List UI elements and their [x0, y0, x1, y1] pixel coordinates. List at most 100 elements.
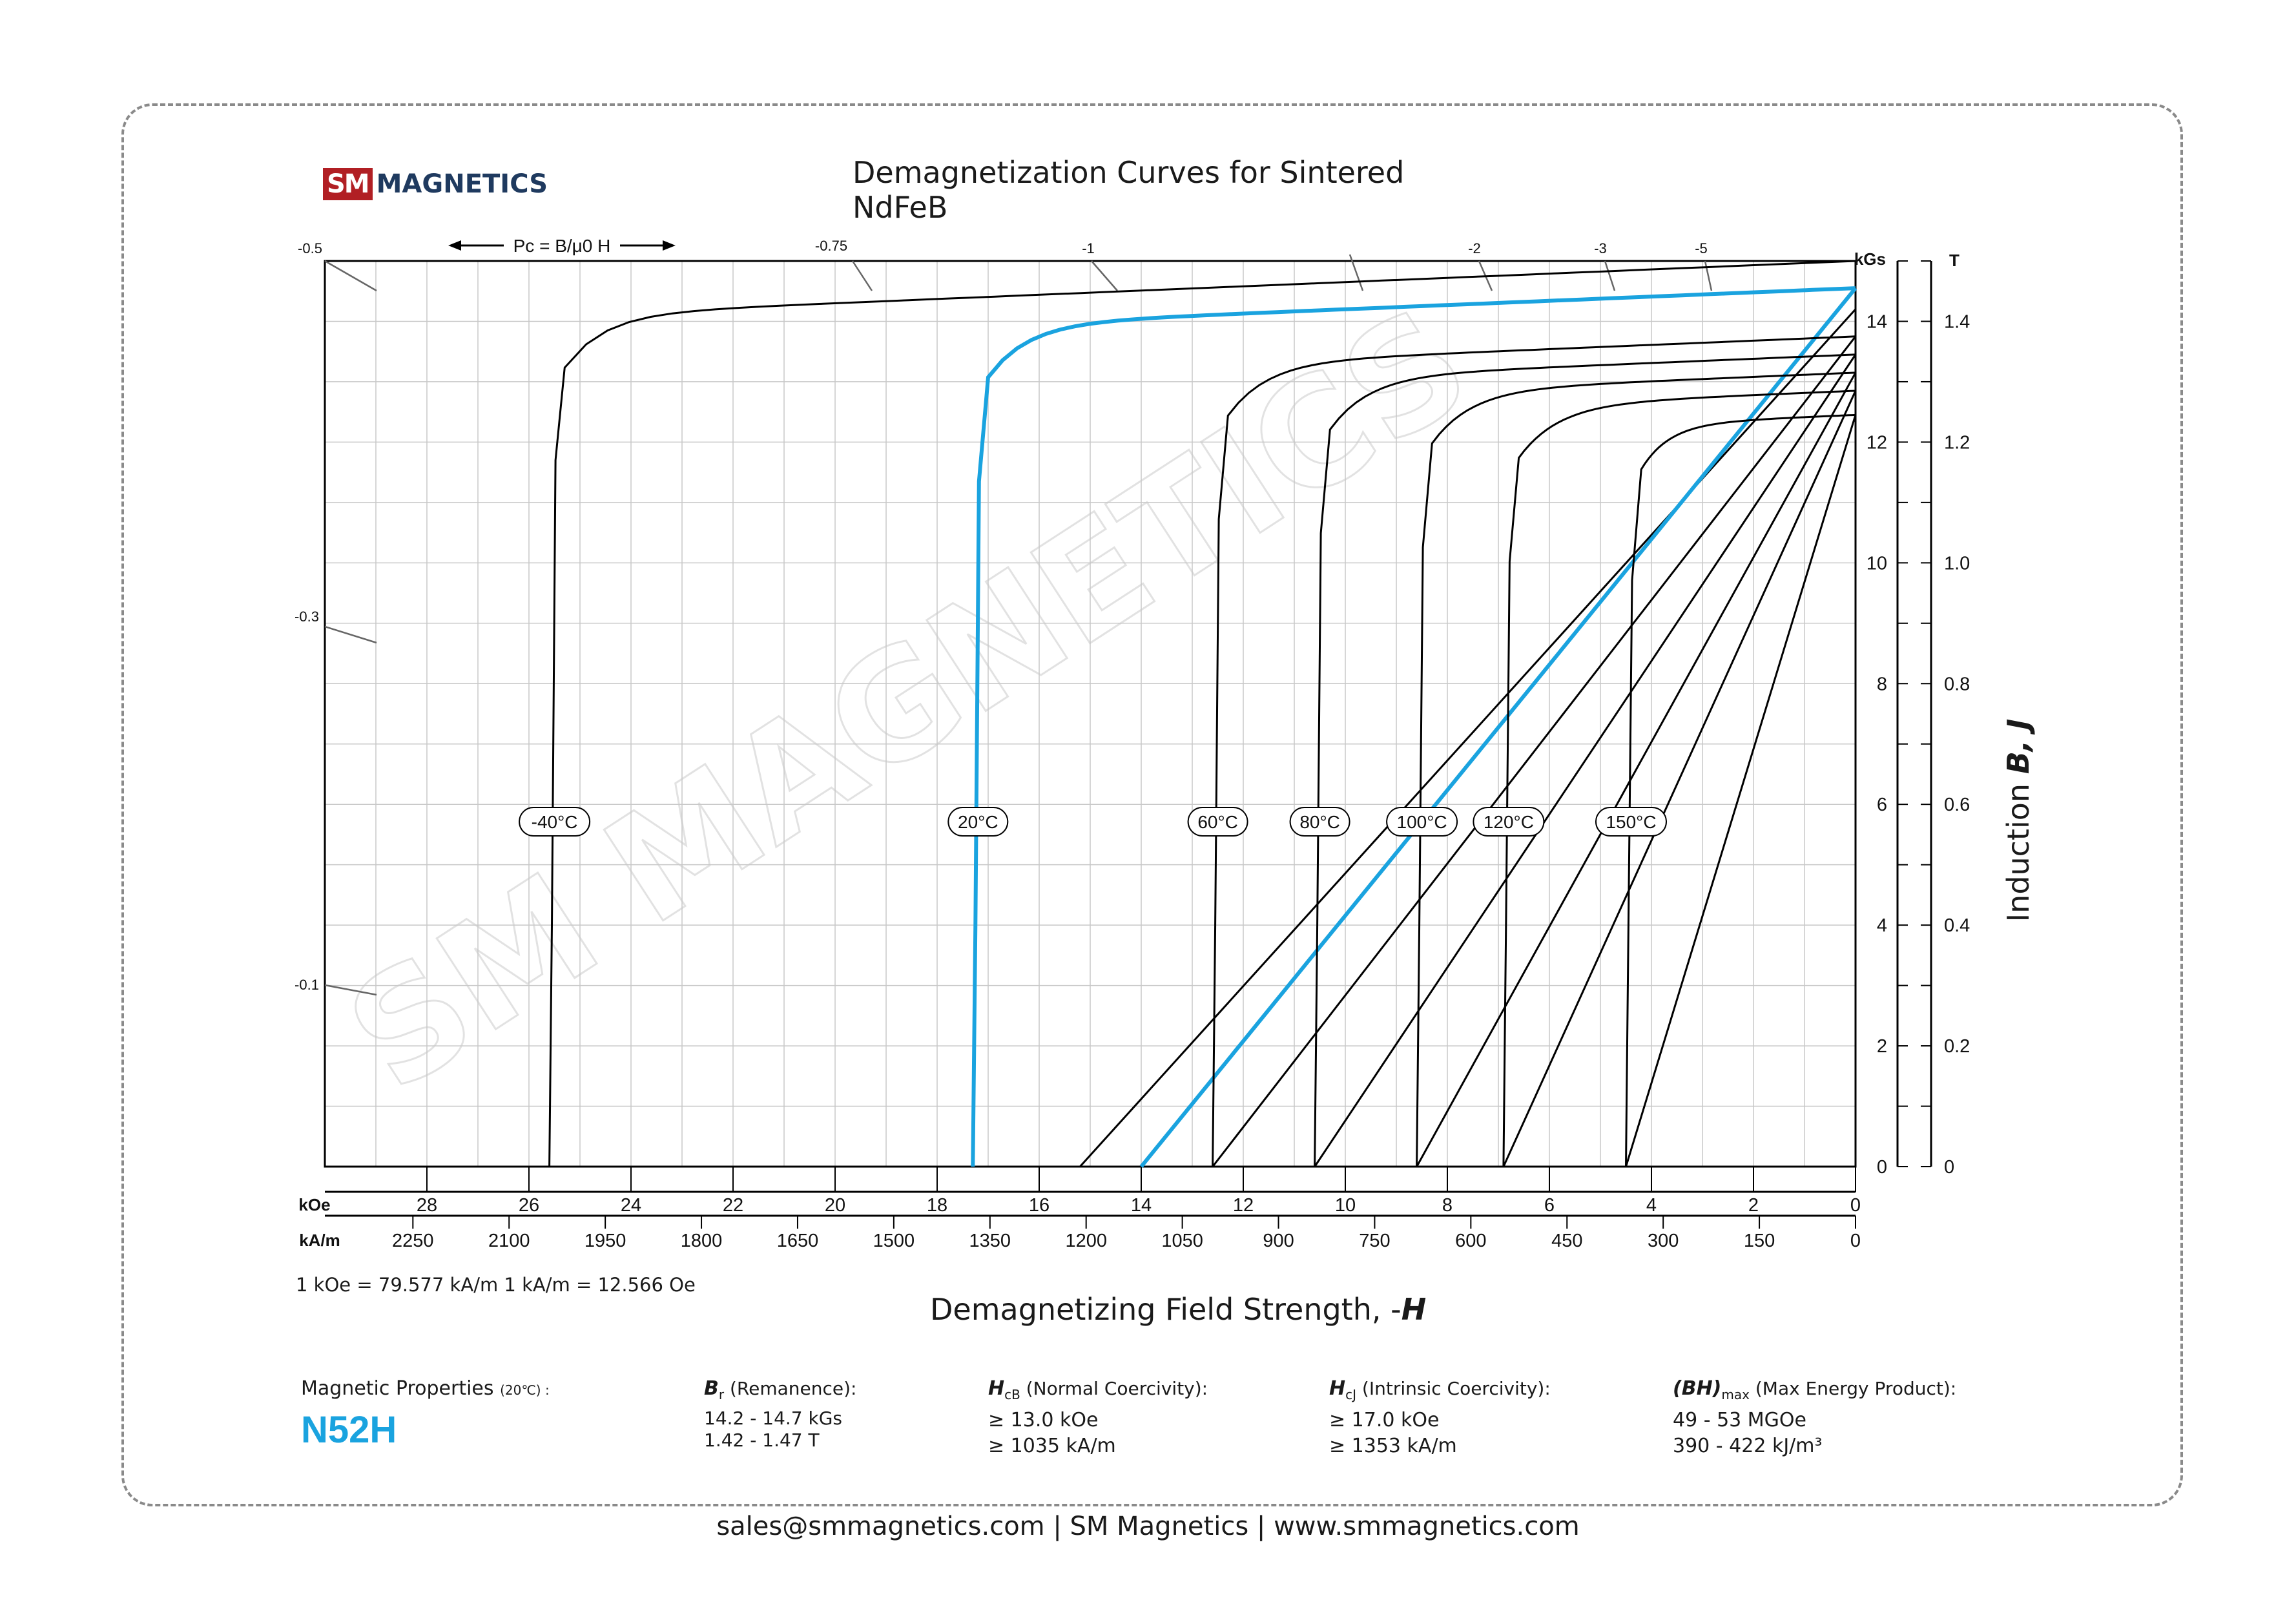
x-tick-label-kOe: 0 — [1850, 1195, 1861, 1216]
pc-arrowhead-left — [448, 240, 461, 251]
y-tick-label-t: 0 — [1944, 1157, 1954, 1178]
x-tick-label-kOe: 16 — [1029, 1195, 1050, 1216]
b-curve-line — [1079, 308, 1857, 1168]
y-tick-label-kgs: 6 — [1877, 795, 1887, 815]
prop-intrinsic-coercivity: HcJ (Intrinsic Coercivity): ≥ 17.0 kOe ≥… — [1329, 1377, 1551, 1457]
j-curve — [548, 260, 1856, 1167]
b-curve-line — [1314, 354, 1857, 1167]
y-tick-label-t: 0.8 — [1944, 674, 1970, 694]
x-tick-label-kam: 750 — [1359, 1231, 1390, 1251]
j-curve — [1314, 353, 1856, 1167]
y-tick-label-kgs: 4 — [1877, 915, 1887, 936]
properties-heading: Magnetic Properties (20℃) : — [301, 1377, 550, 1400]
temp-label-pill — [519, 807, 591, 837]
y-tick-label-t: 1.4 — [1944, 311, 1970, 332]
y-tick-label-kgs: 12 — [1867, 432, 1887, 453]
x-tick-label-kam: 1500 — [873, 1231, 915, 1251]
j-curve — [1416, 371, 1856, 1167]
temp-label: 60°C — [1197, 812, 1238, 832]
x-tick-label-kam: 1800 — [681, 1231, 723, 1251]
temp-label-pill — [1473, 807, 1545, 837]
prop-remanence: Br (Remanence): 14.2 - 14.7 kGs 1.42 - 1… — [704, 1377, 857, 1451]
logo-text: MAGNETICS — [376, 169, 548, 199]
logo-mark: SM — [323, 168, 373, 200]
temp-label-pill — [947, 807, 1009, 837]
b-curve-line — [1625, 414, 1857, 1167]
x-tick-label-kam: 600 — [1455, 1231, 1486, 1251]
j-curve — [971, 286, 1856, 1167]
x-tick-label-kOe: 26 — [519, 1195, 539, 1216]
company-logo: SM MAGNETICS — [323, 168, 548, 200]
x-tick-label-kam: 450 — [1551, 1231, 1582, 1251]
temp-label-pill — [1187, 807, 1248, 837]
footer-contact: sales@smmagnetics.com | SM Magnetics | w… — [716, 1512, 1580, 1541]
pc-line-label: -2 — [1468, 240, 1481, 256]
pc-line-label: -5 — [1695, 240, 1708, 256]
pc-line-label: -0.3 — [295, 609, 319, 625]
temp-label-pill — [1386, 807, 1458, 837]
temp-label: -40°C — [532, 812, 578, 832]
temp-label: 20°C — [958, 812, 998, 832]
x-tick-label-kam: 150 — [1744, 1231, 1775, 1251]
temp-label: 80°C — [1299, 812, 1340, 832]
y-axis-unit-kgs: kGs — [1854, 249, 1886, 269]
grade-label: N52H — [301, 1409, 397, 1451]
j-curve — [1502, 390, 1856, 1167]
y-tick-label-kgs: 14 — [1867, 311, 1887, 332]
x-tick-label-kOe: 18 — [927, 1195, 947, 1216]
b-curve-20c — [1139, 287, 1857, 1168]
x-tick-label-kam: 1650 — [777, 1231, 819, 1251]
j-curve — [1212, 335, 1856, 1167]
y-tick-label-t: 0.6 — [1944, 795, 1970, 815]
temp-label: 100°C — [1397, 812, 1447, 832]
pc-tick — [324, 984, 377, 996]
x-tick-label-kam: 1200 — [1065, 1231, 1107, 1251]
x-tick-label-kOe: 28 — [417, 1195, 437, 1216]
temp-label: 150°C — [1606, 812, 1656, 832]
plot-frame — [324, 260, 1857, 1168]
y-axis-title: Induction B, J — [2001, 718, 2036, 922]
pc-tick — [1604, 260, 1616, 291]
x-tick-label-kam: 1350 — [969, 1231, 1011, 1251]
pc-arrowhead-right — [663, 240, 676, 251]
pc-line-label: -0.1 — [295, 977, 319, 993]
x-tick-label-kOe: 24 — [621, 1195, 641, 1216]
y-tick-label-t: 1.2 — [1944, 432, 1970, 453]
pc-tick — [1349, 254, 1364, 291]
y-tick-label-t: 1.0 — [1944, 553, 1970, 574]
page-frame — [121, 103, 2183, 1506]
x-tick-label-kam: 300 — [1648, 1231, 1679, 1251]
x-tick-label-kam: 2250 — [392, 1231, 434, 1251]
x-tick-label-kam: 900 — [1263, 1231, 1294, 1251]
x-tick-label-kOe: 12 — [1233, 1195, 1254, 1216]
b-curve-line — [1502, 390, 1857, 1167]
temp-label: 120°C — [1484, 812, 1534, 832]
x-tick-label-kam: 0 — [1850, 1231, 1861, 1251]
pc-label: Pc = B/μ0 H — [513, 236, 611, 256]
pc-tick — [1704, 260, 1713, 291]
x-tick-label-kam: 2100 — [488, 1231, 530, 1251]
y-tick-label-t: 0.4 — [1944, 915, 1970, 936]
x-tick-label-kOe: 14 — [1131, 1195, 1152, 1216]
y-tick-label-kgs: 2 — [1877, 1036, 1887, 1057]
pc-line-label: -0.75 — [815, 238, 847, 254]
temp-label-pill — [1595, 807, 1667, 837]
x-tick-label-kOe: 4 — [1646, 1195, 1657, 1216]
y-axis-unit-t: T — [1949, 251, 1960, 270]
x-tick-label-kOe: 8 — [1442, 1195, 1453, 1216]
pc-tick — [324, 260, 377, 292]
y-tick-label-t: 0.2 — [1944, 1036, 1970, 1057]
y-tick-label-kgs: 8 — [1877, 674, 1887, 694]
pc-tick — [1091, 260, 1118, 291]
x-tick-label-kam: 1950 — [584, 1231, 626, 1251]
pc-line-label: -0.5 — [298, 240, 322, 256]
x-tick-label-kOe: 10 — [1335, 1195, 1356, 1216]
b-curve-line — [1212, 335, 1857, 1167]
unit-conversion-note: 1 kOe = 79.577 kA/m 1 kA/m = 12.566 Oe — [296, 1274, 696, 1296]
chart-title: Demagnetization Curves for Sintered NdFe… — [853, 155, 1405, 225]
y-tick-label-kgs: 0 — [1877, 1157, 1887, 1178]
prop-normal-coercivity: HcB (Normal Coercivity): ≥ 13.0 kOe ≥ 10… — [988, 1377, 1208, 1457]
y-tick-label-kgs: 10 — [1867, 553, 1887, 574]
x-tick-label-kOe: 6 — [1544, 1195, 1555, 1216]
